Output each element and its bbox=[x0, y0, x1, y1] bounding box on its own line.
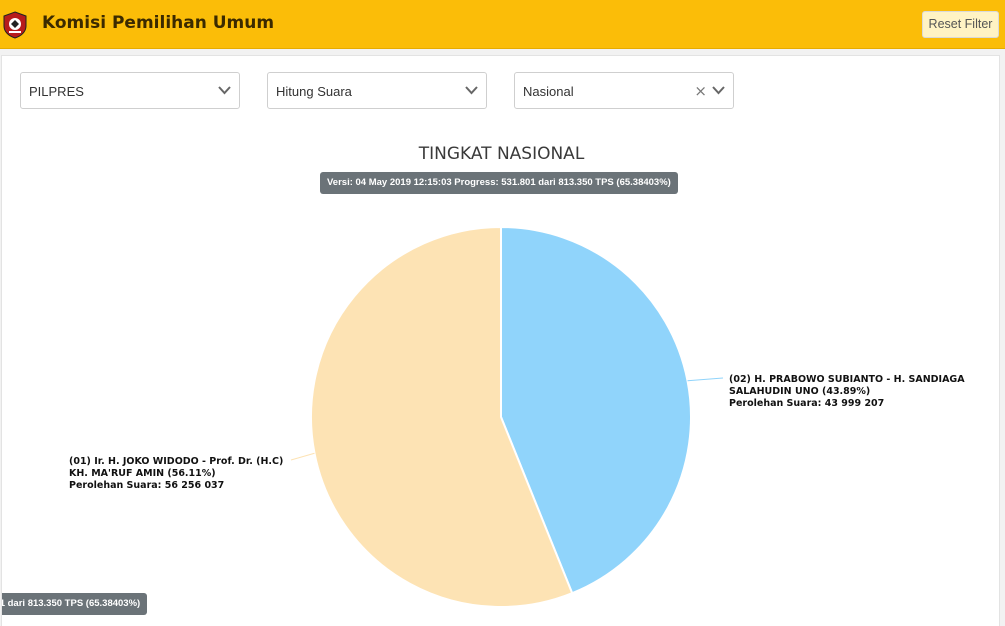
pie-slice-label: (02) H. PRABOWO SUBIANTO - H. SANDIAGA bbox=[729, 374, 965, 385]
chevron-down-icon bbox=[465, 86, 478, 95]
election-select[interactable]: PILPRES bbox=[20, 72, 240, 109]
election-select-value: PILPRES bbox=[29, 84, 84, 99]
region-select[interactable]: Nasional × bbox=[514, 72, 734, 109]
chevron-down-icon bbox=[218, 86, 231, 95]
kpu-logo-icon bbox=[3, 11, 27, 39]
progress-tooltip: ess: 531.801 dari 813.350 TPS (65.38403%… bbox=[2, 593, 148, 615]
version-info-badge: Versi: 04 May 2019 12:15:03 Progress: 53… bbox=[320, 172, 678, 194]
pie-chart: (02) H. PRABOWO SUBIANTO - H. SANDIAGASA… bbox=[69, 225, 965, 608]
count-type-select-value: Hitung Suara bbox=[276, 84, 352, 99]
pie-label-connector bbox=[687, 377, 724, 382]
count-type-select[interactable]: Hitung Suara bbox=[267, 72, 487, 109]
app-title: Komisi Pemilihan Umum bbox=[42, 13, 275, 33]
chevron-down-icon bbox=[712, 86, 725, 95]
top-header: Komisi Pemilihan Umum Reset Filter bbox=[0, 0, 1005, 49]
pie-slice-label: SALAHUDIN UNO (43.89%) bbox=[729, 386, 870, 397]
clear-icon[interactable]: × bbox=[694, 82, 707, 100]
pie-label-connector bbox=[290, 452, 315, 461]
pie-slice-label: KH. MA'RUF AMIN (56.11%) bbox=[69, 468, 216, 479]
filter-bar: PILPRES Hitung Suara Nasional × bbox=[1, 55, 1000, 128]
reset-filter-button[interactable]: Reset Filter bbox=[922, 11, 999, 38]
pie-slice-votes-label: Perolehan Suara: 43 999 207 bbox=[729, 398, 884, 409]
pie-slice[interactable] bbox=[310, 225, 574, 608]
region-select-value: Nasional bbox=[523, 84, 574, 99]
chart-title: TINGKAT NASIONAL bbox=[418, 144, 585, 164]
pie-slice-votes-label: Perolehan Suara: 56 256 037 bbox=[69, 480, 224, 491]
chart-panel: TINGKAT NASIONAL Versi: 04 May 2019 12:1… bbox=[1, 127, 1000, 626]
pie-slice-label: (01) Ir. H. JOKO WIDODO - Prof. Dr. (H.C… bbox=[69, 456, 283, 467]
